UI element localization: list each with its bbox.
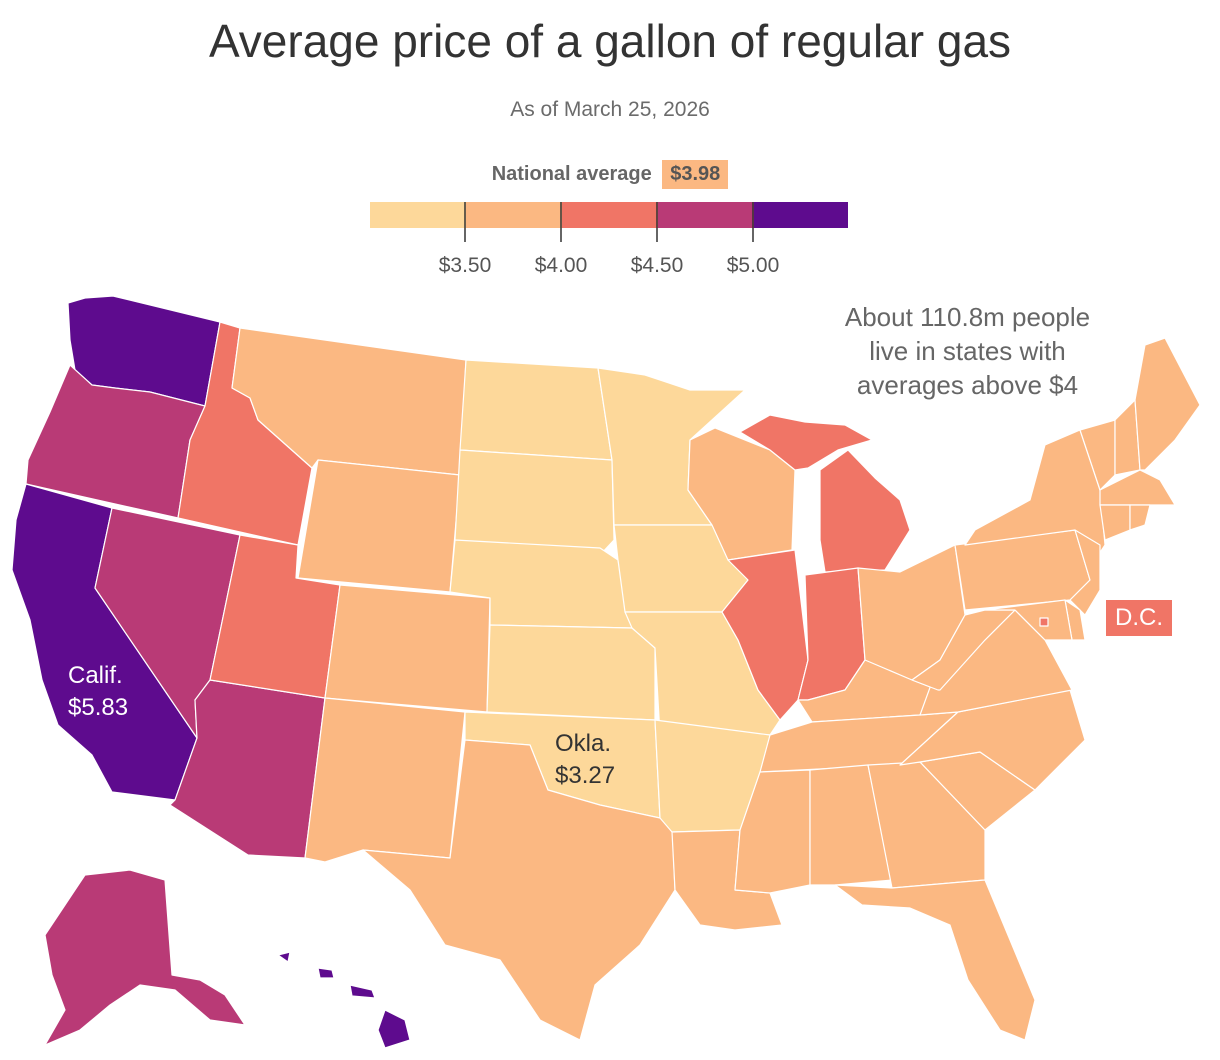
state-nj [1069, 529, 1101, 616]
oklahoma-price: $3.27 [555, 762, 616, 789]
annotation-line: About 110.8m people [844, 302, 1091, 332]
state-sd [454, 449, 615, 556]
legend-tick-label: $3.50 [439, 254, 492, 277]
state-ri [1129, 504, 1151, 531]
dc-label: D.C. [1106, 600, 1172, 636]
california-callout: Calif. $5.83 [68, 660, 128, 724]
state-ak [44, 869, 246, 1046]
state-wy [297, 459, 461, 593]
state-ks [486, 624, 656, 721]
state-md [984, 599, 1073, 641]
state-tx [362, 739, 676, 1041]
oklahoma-callout: Okla. $3.27 [555, 728, 615, 792]
legend-swatch-3.50-4.00 [466, 202, 562, 228]
annotation-line: live in states with [869, 336, 1066, 366]
national-average-value: $3.98 [662, 160, 729, 189]
state-il [721, 549, 809, 721]
legend-swatch-4.50-5.00 [658, 202, 754, 228]
california-name: Calif. [68, 662, 123, 689]
state-ct [1099, 504, 1131, 541]
state-al [809, 764, 893, 886]
state-me [1134, 337, 1201, 471]
legend-swatch-highest [754, 202, 848, 228]
state-fl [834, 879, 1036, 1041]
legend-swatch-lowest [370, 202, 466, 228]
california-price: $5.83 [68, 694, 129, 721]
state-hi [277, 951, 411, 1049]
state-mi [739, 414, 911, 573]
legend-tick-label: $5.00 [727, 254, 780, 277]
annotation-line: averages above $4 [856, 370, 1079, 400]
population-annotation: About 110.8m people live in states with … [820, 300, 1115, 402]
color-legend: $3.50 $4.00 $4.50 $5.00 [370, 202, 848, 277]
state-co [324, 584, 491, 713]
state-nd [459, 359, 613, 461]
legend-tick-label: $4.00 [535, 254, 588, 277]
oklahoma-name: Okla. [555, 730, 612, 757]
state-nm [304, 697, 466, 863]
state-dc [1039, 617, 1049, 627]
legend-swatch-4.00-4.50 [562, 202, 658, 228]
national-average: National average $3.98 [0, 160, 1220, 189]
legend-tick-label: $4.50 [631, 254, 684, 277]
chart-subtitle: As of March 25, 2026 [510, 98, 710, 121]
chart-title: Average price of a gallon of regular gas [208, 15, 1012, 67]
national-average-label: National average [491, 163, 652, 185]
